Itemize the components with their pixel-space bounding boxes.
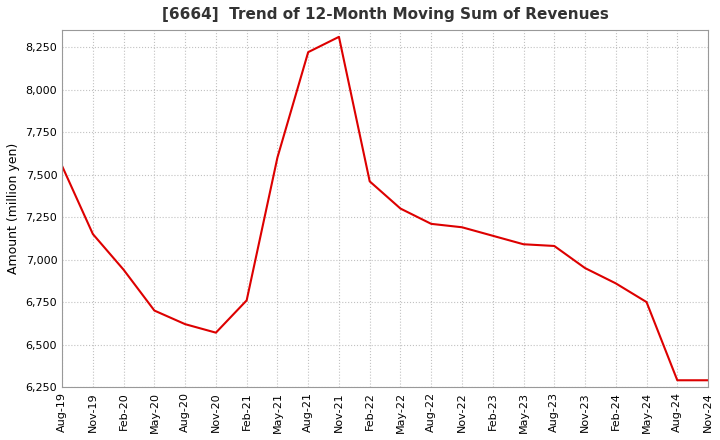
Title: [6664]  Trend of 12-Month Moving Sum of Revenues: [6664] Trend of 12-Month Moving Sum of R… (162, 7, 608, 22)
Y-axis label: Amount (million yen): Amount (million yen) (7, 143, 20, 274)
